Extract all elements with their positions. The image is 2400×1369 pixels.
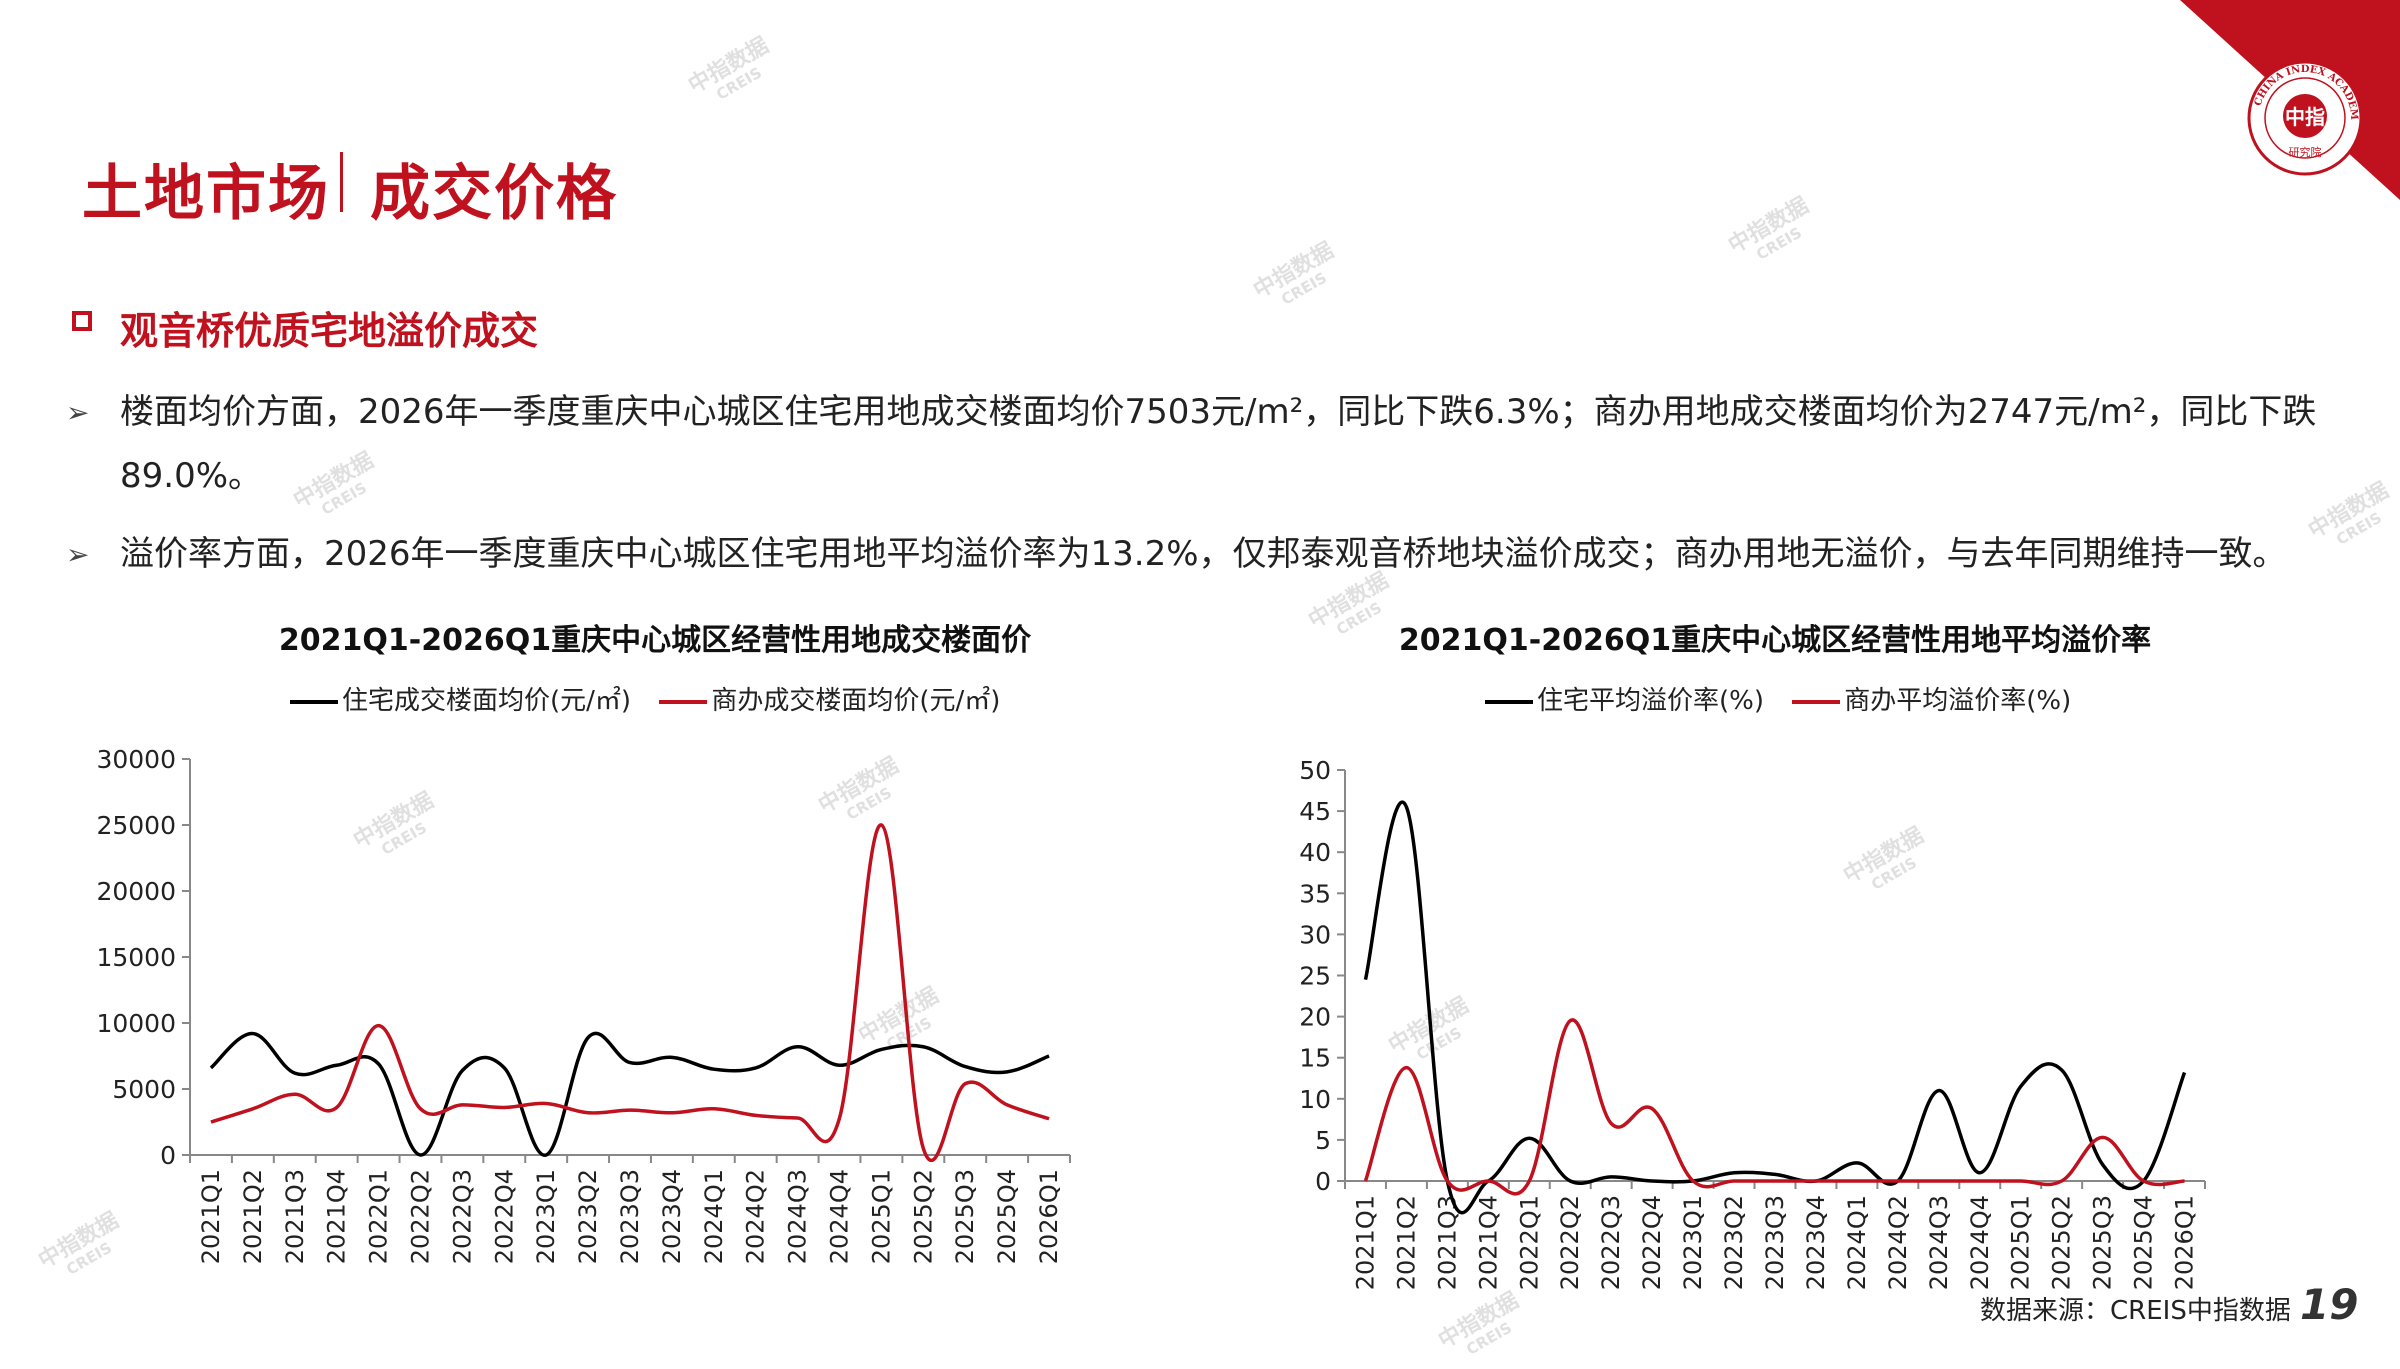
chart1-x-tick-label: 2024Q2 (742, 1169, 770, 1264)
chart1-y-tick-label: 0 (160, 1141, 176, 1170)
chart1-plot: 0 5000 10000 15000 20000 25000 30000 2021Q1 2021… (0, 720, 1100, 1280)
chart1-x-tick-label: 2026Q1 (1035, 1169, 1063, 1264)
legend-item: 住宅成交楼面均价(元/㎡) (342, 686, 631, 716)
chart2-x-tick-label: 2021Q4 (1474, 1195, 1502, 1290)
chart2-y-tick-label: 5 (1315, 1126, 1331, 1155)
chart1-x-tick-label: 2022Q3 (448, 1169, 476, 1264)
logo-text-bottom: 研究院 (2289, 145, 2322, 159)
chart2-y-tick-label: 20 (1299, 1003, 1331, 1032)
chart1-y-tick-label: 30000 (96, 745, 176, 774)
section-title: 观音桥优质宅地溢价成交 (120, 300, 538, 355)
chart2-x-tick-label: 2025Q1 (2007, 1195, 2035, 1290)
chart2-legend: 住宅平均溢价率(%) 商办平均溢价率(%) (1485, 680, 2071, 717)
chart2-x-tick-label: 2022Q1 (1515, 1195, 1543, 1290)
chart2-x-tick-label: 2025Q2 (2048, 1195, 2076, 1290)
chart1-x-tick-label: 2022Q1 (365, 1169, 393, 1264)
chart2-x-tick-label: 2024Q4 (1966, 1195, 1994, 1290)
logo-text-center: 中指 (2285, 105, 2325, 129)
chart2-y-tick-label: 0 (1315, 1167, 1331, 1196)
chart2-x-tick-label: 2024Q3 (1925, 1195, 1953, 1290)
chart1-x-tick-label: 2025Q3 (951, 1169, 979, 1264)
legend-item: 商办平均溢价率(%) (1844, 686, 2071, 716)
chart2-x-tick-label: 2023Q4 (1802, 1195, 1830, 1290)
chart1-x-tick-label: 2021Q4 (323, 1169, 351, 1264)
chart1-y-tick-label: 5000 (112, 1075, 176, 1104)
chart2-y-tick-label: 30 (1299, 920, 1331, 949)
chart2-y-tick-label: 35 (1299, 879, 1331, 908)
chart1-title: 2021Q1-2026Q1重庆中心城区经营性用地成交楼面价 (180, 615, 1130, 659)
chart1-x-tick-label: 2024Q4 (826, 1169, 854, 1264)
chart2-y-tick-label: 25 (1299, 962, 1331, 991)
chart2-x-tick-label: 2022Q4 (1638, 1195, 1666, 1290)
legend-swatch-red (1792, 700, 1840, 704)
chart1-x-tick-label: 2021Q1 (197, 1169, 225, 1264)
chart2-y-tick-label: 45 (1299, 797, 1331, 826)
chart1-x-tick-label: 2023Q2 (574, 1169, 602, 1264)
chart1-x-tick-label: 2025Q2 (909, 1169, 937, 1264)
data-source: 数据来源：CREIS中指数据 (1980, 1290, 2291, 1327)
chart2-series-1-line (1365, 1020, 2184, 1194)
legend-swatch-red (659, 700, 707, 704)
chart1-x-tick-label: 2025Q4 (993, 1169, 1021, 1264)
chart2-x-tick-label: 2022Q2 (1556, 1195, 1584, 1290)
chart1-series-0-line (211, 1033, 1049, 1155)
chart2-y-tick-label: 40 (1299, 838, 1331, 867)
chart2-title: 2021Q1-2026Q1重庆中心城区经营性用地平均溢价率 (1300, 615, 2250, 659)
page-number: 19 (2300, 1280, 2358, 1329)
legend-item: 住宅平均溢价率(%) (1537, 686, 1764, 716)
chart1-y-tick-label: 25000 (96, 811, 176, 840)
chart1-x-tick-label: 2024Q3 (784, 1169, 812, 1264)
chevron-right-icon: ➢ (66, 396, 89, 429)
chart2-y-tick-label: 15 (1299, 1044, 1331, 1073)
chart2-x-tick-label: 2023Q1 (1679, 1195, 1707, 1290)
chart2-x-tick-label: 2021Q1 (1351, 1195, 1379, 1290)
page-subtitle: 成交价格 (370, 145, 618, 232)
legend-swatch-black (290, 700, 338, 704)
chart1-x-tick-label: 2023Q3 (616, 1169, 644, 1264)
chart2-x-tick-label: 2025Q4 (2130, 1195, 2158, 1290)
legend-swatch-black (1485, 700, 1533, 704)
chart1-x-tick-label: 2025Q1 (867, 1169, 895, 1264)
chart2-x-tick-label: 2025Q3 (2089, 1195, 2117, 1290)
chart2-x-tick-label: 2024Q2 (1884, 1195, 1912, 1290)
chart2-x-tick-label: 2022Q3 (1597, 1195, 1625, 1290)
chart1-x-tick-label: 2023Q1 (532, 1169, 560, 1264)
chart1-x-tick-label: 2022Q4 (490, 1169, 518, 1264)
bullet-text-premium: 溢价率方面，2026年一季度重庆中心城区住宅用地平均溢价率为13.2%，仅邦泰观… (120, 522, 2345, 586)
chart1-x-tick-label: 2022Q2 (406, 1169, 434, 1264)
chart1-x-tick-label: 2021Q2 (239, 1169, 267, 1264)
chart1-y-tick-label: 15000 (96, 943, 176, 972)
chart1-legend: 住宅成交楼面均价(元/㎡) 商办成交楼面均价(元/㎡) (290, 680, 1000, 717)
bullet-text-price: 楼面均价方面，2026年一季度重庆中心城区住宅用地成交楼面均价7503元/m²，… (120, 380, 2345, 508)
chevron-right-icon: ➢ (66, 538, 89, 571)
chart1-y-tick-label: 20000 (96, 877, 176, 906)
chart1-y-tick-label: 10000 (96, 1009, 176, 1038)
chart2-y-tick-label: 50 (1299, 756, 1331, 785)
chart2-x-tick-label: 2026Q1 (2171, 1195, 2199, 1290)
chart1-x-tick-label: 2021Q3 (281, 1169, 309, 1264)
chart1-x-tick-label: 2024Q1 (700, 1169, 728, 1264)
chart2-x-tick-label: 2024Q1 (1843, 1195, 1871, 1290)
chart2-series-0-line (1365, 802, 2184, 1213)
chart1-x-tick-label: 2023Q4 (658, 1169, 686, 1264)
title-divider (340, 152, 343, 212)
china-index-academy-logo: CHINA INDEX ACADEMY 中指 研究院 (2245, 58, 2365, 178)
square-outline-icon (72, 311, 92, 331)
page-title: 土地市场 (82, 145, 330, 232)
chart2-y-tick-label: 10 (1299, 1085, 1331, 1114)
legend-item: 商办成交楼面均价(元/㎡) (711, 686, 1000, 716)
chart2-x-tick-label: 2023Q3 (1761, 1195, 1789, 1290)
chart2-x-tick-label: 2021Q2 (1392, 1195, 1420, 1290)
chart2-x-tick-label: 2023Q2 (1720, 1195, 1748, 1290)
